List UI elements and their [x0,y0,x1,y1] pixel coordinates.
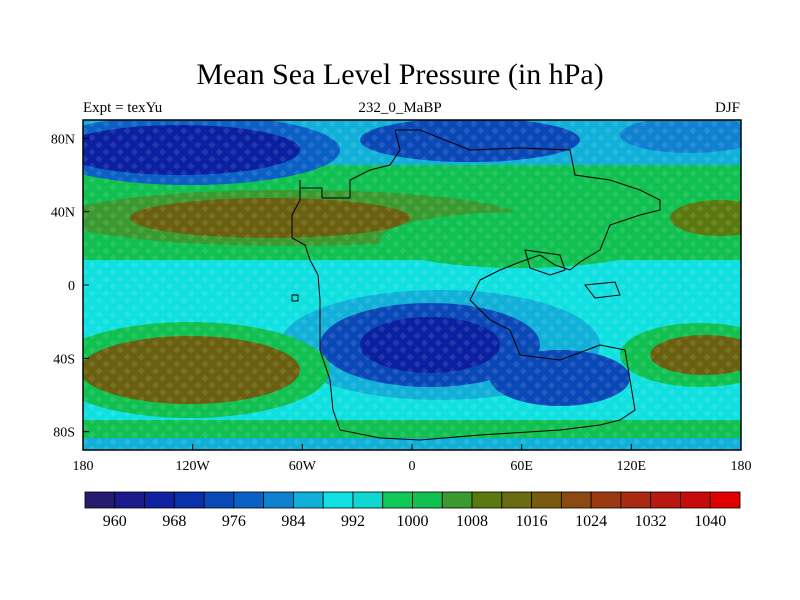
experiment-label: Expt = texYu [83,100,163,116]
colorbar-swatch [322,491,354,509]
lat-tick-label: 0 [68,279,75,294]
small-island-outline [291,294,299,302]
colorbar-label: 992 [341,513,365,530]
lat-tick-label: 40S [53,352,75,367]
colorbar-swatch [263,491,294,509]
colorbar-label: 1032 [635,513,667,530]
colorbar-swatch [382,491,413,509]
colorbar-swatch [501,491,532,509]
colorbar-swatch [293,491,324,509]
colorbar-swatch [144,491,175,509]
colorbar-swatch [531,491,562,509]
colorbar-label: 976 [222,513,246,530]
colorbar-swatch [84,491,116,509]
colorbar-label: 1040 [694,513,726,530]
colorbar-label: 984 [281,513,305,530]
colorbar-swatch [441,491,473,509]
lon-tick-label: 180 [731,459,752,474]
colorbar-swatch [650,491,681,509]
colorbar-swatch [560,491,592,509]
colorbar-swatch [680,491,711,509]
colorbar-swatch [590,491,622,509]
lon-tick-label: 0 [409,459,416,474]
longitude-axis: 180 120W 60W 0 60E 120E 180 [73,444,752,474]
colorbar [84,491,741,509]
colorbar-labels: 960 968 976 984 992 1000 1008 1016 1024 1032 1040 [103,513,726,530]
colorbar-swatch [352,491,384,509]
lon-tick-label: 60W [289,459,317,474]
lat-tick-label: 80N [51,132,75,147]
continent-outline [291,129,661,441]
colorbar-swatch [412,491,443,509]
season-label: DJF [714,100,740,116]
lon-tick-label: 120E [617,459,647,474]
colorbar-label: 1000 [397,513,429,530]
colorbar-swatch [471,491,503,509]
contour-field [83,120,741,450]
lon-tick-label: 180 [73,459,94,474]
colorbar-swatch [114,491,145,509]
colorbar-swatch [620,491,652,509]
lon-tick-label: 60E [510,459,533,474]
lon-tick-label: 120W [176,459,211,474]
hatch-overlay [83,120,741,450]
colorbar-label: 1008 [456,513,488,530]
time-period-label: 232_0_MaBP [358,100,442,116]
lat-tick-label: 80S [53,426,75,441]
colorbar-label: 1016 [516,513,548,530]
colorbar-label: 968 [162,513,186,530]
lat-tick-label: 40N [51,206,75,221]
colorbar-label: 960 [103,513,127,530]
island-outline [584,281,621,299]
colorbar-swatch [709,491,741,509]
island-outline [524,249,566,276]
colorbar-swatch [203,491,235,509]
colorbar-swatch [173,491,205,509]
colorbar-swatch [233,491,265,509]
colorbar-label: 1024 [575,513,607,530]
map-title: Mean Sea Level Pressure (in hPa) [196,58,604,91]
latitude-axis: 80N 40N 0 40S 80S [51,132,89,441]
